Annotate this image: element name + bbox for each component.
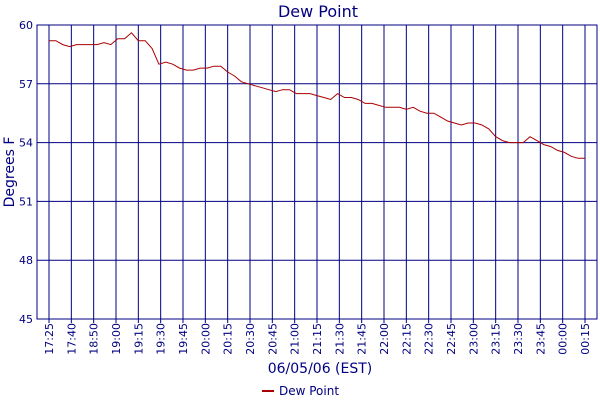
legend-label: Dew Point bbox=[279, 384, 339, 398]
y-tick-label: 54 bbox=[19, 137, 33, 150]
x-tick-label: 20:45 bbox=[266, 323, 279, 355]
grid-lines bbox=[37, 24, 597, 323]
y-tick-label: 48 bbox=[19, 254, 33, 267]
x-tick-label: 23:30 bbox=[512, 323, 525, 355]
y-axis-label: Degrees F bbox=[2, 137, 18, 208]
x-tick-label: 19:30 bbox=[155, 323, 168, 355]
x-tick-label: 22:15 bbox=[400, 323, 413, 355]
y-axis-ticks: 45 48 51 54 57 60 bbox=[19, 19, 33, 326]
x-tick-label: 17:40 bbox=[65, 323, 78, 355]
chart-title: Dew Point bbox=[278, 2, 358, 21]
x-tick-label: 19:45 bbox=[177, 323, 190, 355]
x-tick-label: 00:15 bbox=[579, 323, 592, 355]
x-tick-label: 20:30 bbox=[244, 323, 257, 355]
x-tick-label: 21:45 bbox=[356, 323, 369, 355]
x-tick-label: 00:00 bbox=[557, 323, 570, 355]
y-tick-label: 51 bbox=[19, 195, 33, 208]
x-tick-label: 22:45 bbox=[445, 323, 458, 355]
x-tick-label: 21:30 bbox=[333, 323, 346, 355]
x-axis-ticks: 17:25 17:40 18:50 19:00 19:15 19:30 19:45 20:00… bbox=[43, 323, 592, 355]
x-tick-label: 23:45 bbox=[534, 323, 547, 355]
y-tick-label: 45 bbox=[19, 313, 33, 326]
x-axis-label: 06/05/06 (EST) bbox=[268, 361, 373, 377]
x-tick-label: 17:25 bbox=[43, 323, 56, 355]
x-tick-label: 21:15 bbox=[311, 323, 324, 355]
x-tick-label: 18:50 bbox=[88, 323, 101, 355]
x-tick-label: 22:00 bbox=[378, 323, 391, 355]
x-tick-label: 20:15 bbox=[222, 323, 235, 355]
x-tick-label: 20:00 bbox=[199, 323, 212, 355]
x-tick-label: 23:00 bbox=[467, 323, 480, 355]
series-layer bbox=[49, 32, 585, 159]
series-line-dew-point bbox=[49, 32, 585, 159]
x-tick-label: 22:30 bbox=[423, 323, 436, 355]
legend: Dew Point bbox=[262, 384, 339, 398]
y-tick-label: 57 bbox=[19, 78, 33, 91]
x-tick-label: 23:15 bbox=[490, 323, 503, 355]
x-tick-label: 19:00 bbox=[110, 323, 123, 355]
x-tick-label: 19:15 bbox=[132, 323, 145, 355]
x-tick-label: 21:00 bbox=[289, 323, 302, 355]
y-tick-label: 60 bbox=[19, 19, 33, 32]
